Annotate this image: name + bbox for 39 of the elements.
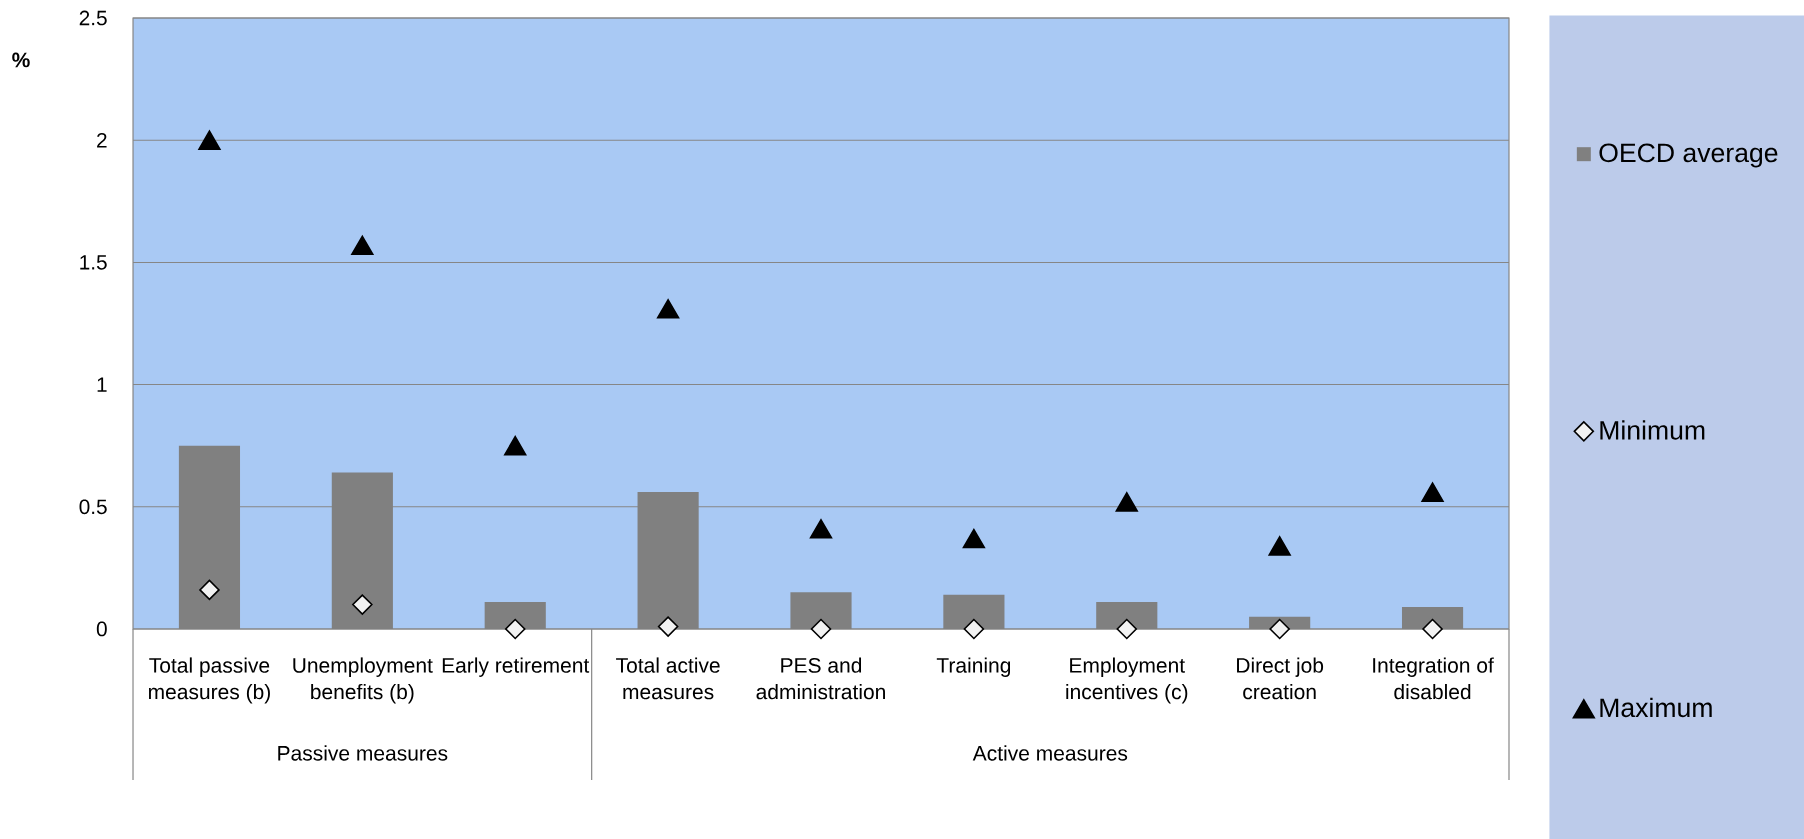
- point: [199, 579, 220, 601]
- legend-label: Minimum: [1600, 420, 1705, 440]
- point: [963, 618, 985, 640]
- point: [351, 235, 374, 256]
- y-tick-label: 0.5: [79, 499, 107, 515]
- x-tick-label: Direct job creation: [1237, 657, 1324, 700]
- point: [1115, 492, 1138, 512]
- y-tick-label: 2: [97, 132, 107, 148]
- point: [810, 618, 832, 640]
- x-tick-label: Total passive measures (b): [148, 657, 270, 704]
- point: [1422, 618, 1443, 640]
- point: [1268, 536, 1291, 556]
- point: [657, 616, 679, 637]
- x-tick-label: PES and administration: [756, 657, 885, 700]
- y-axis-title: %: [12, 52, 30, 68]
- point: [656, 299, 680, 319]
- text: Passive measures: [278, 745, 448, 761]
- text: Active measures: [972, 745, 1128, 761]
- legend-label: Maximum: [1600, 697, 1712, 718]
- point: [198, 130, 221, 150]
- point: [962, 528, 986, 549]
- x-tick-label: Employment incentives (c): [1066, 657, 1188, 704]
- point: [809, 518, 833, 539]
- y-tick-label: 1: [97, 377, 107, 392]
- x-tick-label: Unemployment benefits (b): [293, 657, 433, 704]
- y-tick-label: 1.5: [80, 255, 107, 270]
- point: [504, 435, 527, 456]
- point: [1421, 482, 1444, 502]
- y-tick-label: 0: [96, 621, 107, 637]
- point: [352, 594, 373, 615]
- point: [1116, 618, 1138, 640]
- x-tick-label: Integration of disabled: [1373, 657, 1494, 700]
- point: [1269, 618, 1290, 640]
- y-tick-label: 2.5: [79, 10, 107, 26]
- x-tick-label: Training: [936, 657, 1011, 677]
- x-tick-label: Early retirement: [442, 657, 590, 677]
- legend-label: OECD average: [1599, 143, 1778, 168]
- point: [504, 618, 526, 640]
- x-tick-label: Total active measures: [616, 657, 720, 700]
